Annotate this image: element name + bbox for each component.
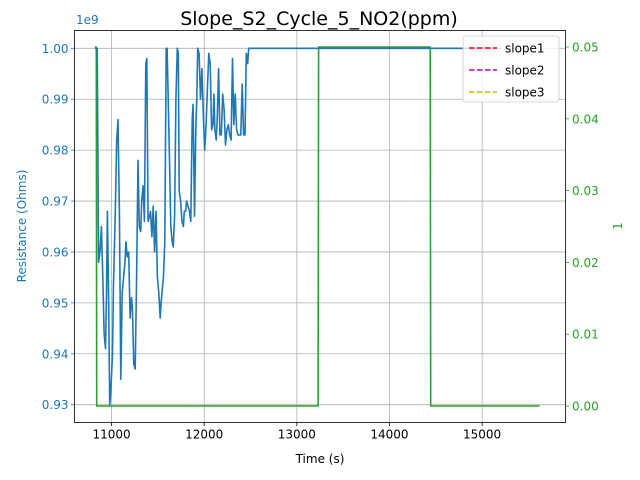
- x-tick-label: 13000: [278, 428, 316, 442]
- y-right-tick-label: 0.01: [572, 328, 599, 342]
- legend-label: slope2: [505, 64, 545, 78]
- y-right-tick-label: 0.04: [572, 112, 599, 126]
- x-tick-label: 15000: [463, 428, 501, 442]
- legend: slope1 slope2 slope3: [462, 35, 560, 103]
- y-right-tick-label: 0.05: [572, 41, 599, 55]
- y-left-tick-label: 1.00: [42, 42, 69, 56]
- y-left-axis-label: Resistance (Ohms): [15, 170, 29, 283]
- y-left-tick-label: 0.94: [42, 347, 69, 361]
- y-left-tick-label: 0.98: [42, 144, 69, 158]
- y-left-tick-label: 0.95: [42, 296, 69, 310]
- y-left-offset-label: 1e9: [76, 13, 99, 27]
- x-axis: 11000 12000 13000 14000 15000: [92, 422, 501, 442]
- y-left-tick-label: 0.93: [42, 398, 69, 412]
- legend-label: slope3: [505, 86, 545, 100]
- legend-box: [462, 35, 560, 103]
- y-right-axis-label: 1: [611, 222, 625, 230]
- x-tick-label: 12000: [185, 428, 223, 442]
- plot-frame: [74, 30, 566, 423]
- y-right-tick-label: 0.03: [572, 184, 599, 198]
- x-tick-label: 14000: [370, 428, 408, 442]
- x-tick-label: 11000: [92, 428, 130, 442]
- target-line: [94, 46, 540, 407]
- y-right-tick-label: 0.02: [572, 256, 599, 270]
- legend-label: slope1: [505, 42, 545, 56]
- y-right-tick-label: 0.00: [572, 399, 599, 413]
- resistance-line: [94, 47, 501, 406]
- y-left-tick-label: 0.99: [42, 93, 69, 107]
- y-right-axis: 0.00 0.01 0.02 0.03 0.04 0.05: [565, 41, 599, 413]
- chart-title: Slope_S2_Cycle_5_NO2(ppm): [180, 8, 458, 30]
- plot-area: [94, 46, 540, 407]
- y-left-tick-label: 0.96: [42, 245, 69, 259]
- x-axis-label: Time (s): [295, 452, 345, 466]
- y-left-axis: 0.93 0.94 0.95 0.96 0.97 0.98 0.99 1.00: [42, 42, 75, 412]
- y-left-tick-label: 0.97: [42, 195, 69, 209]
